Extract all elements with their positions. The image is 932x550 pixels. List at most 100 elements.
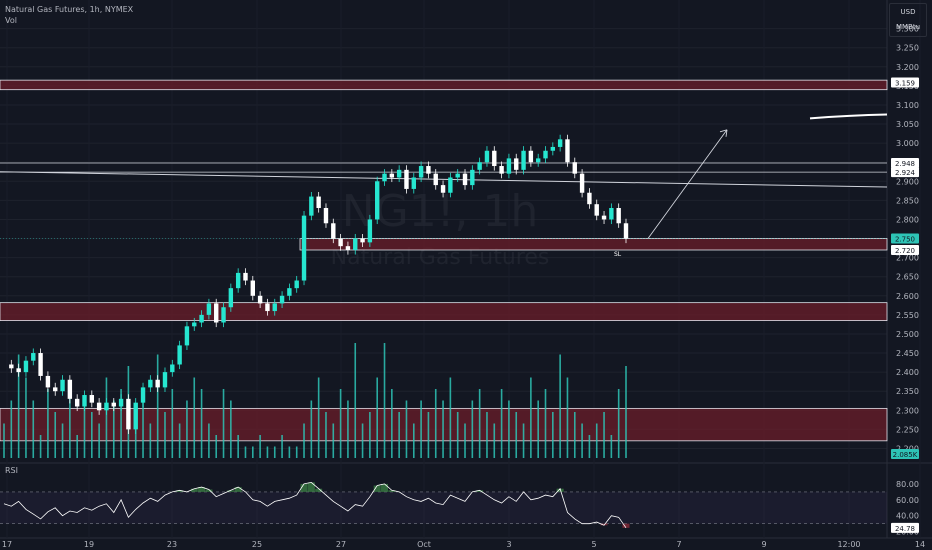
candle-body	[111, 402, 116, 407]
candle-body	[601, 215, 607, 220]
stop-loss-label: SL	[614, 251, 622, 258]
candle-body	[506, 158, 512, 174]
candle-body	[499, 166, 504, 174]
arrow-head	[719, 129, 728, 137]
candle-body	[448, 177, 453, 193]
volume-bar	[354, 343, 357, 458]
candle-body	[126, 398, 131, 430]
time-tick-label: 19	[84, 540, 94, 549]
volume-bar	[552, 412, 554, 458]
price-tick-label: 2.200	[896, 444, 919, 453]
currency-label: USD	[900, 8, 916, 16]
price-badge	[891, 233, 919, 244]
volume-bar	[376, 377, 378, 458]
candle-body	[594, 204, 599, 216]
volume-bar	[610, 435, 613, 458]
rsi-oversold-fill	[622, 523, 630, 528]
price-tick-label: 2.600	[896, 292, 919, 301]
volume-bar	[200, 389, 203, 458]
price-tick-label: 3.300	[896, 25, 919, 34]
candle-body	[396, 169, 402, 178]
currency-unit-selector[interactable]: USD MMBtu	[889, 3, 927, 37]
rsi-panel	[0, 481, 887, 529]
rsi-band	[0, 491, 887, 524]
candle-body	[31, 353, 36, 361]
volume-bar	[508, 400, 510, 458]
volume-bar	[178, 423, 181, 458]
candle-body	[367, 219, 373, 243]
volume-bar	[3, 423, 5, 458]
candle-body	[89, 395, 95, 403]
candle-body	[199, 314, 204, 323]
price-zone	[0, 302, 888, 321]
volume-bar	[325, 412, 327, 458]
rsi-overbought-fill	[234, 487, 242, 492]
candle-body	[53, 387, 58, 392]
price-badge	[891, 77, 919, 88]
rsi-tick-label: 80.00	[896, 480, 919, 489]
volume-bar	[54, 412, 57, 458]
rsi-indicator-label[interactable]: RSI	[5, 466, 18, 475]
watermark-ticker: NG1!, 1h	[342, 186, 539, 237]
volume-bar	[420, 400, 422, 458]
volume-bar	[478, 389, 481, 458]
volume-bar	[39, 435, 42, 458]
volume-bar	[317, 377, 320, 458]
volume-bar	[361, 423, 364, 458]
candle-body	[38, 353, 43, 376]
price-zone	[0, 79, 888, 91]
rsi-overbought-fill	[205, 489, 213, 492]
time-tick-label: 25	[252, 540, 262, 549]
candle-body	[104, 402, 109, 411]
price-badge-label: 3.159	[895, 79, 915, 87]
candle-body	[250, 280, 255, 296]
volume-bar	[156, 354, 159, 458]
candle-body	[287, 288, 292, 296]
volume-bar	[515, 412, 518, 458]
volume-bar	[449, 377, 452, 458]
time-tick-label: 3	[506, 540, 511, 549]
candle-body	[279, 295, 285, 304]
volume-bar	[537, 400, 539, 458]
candle-body	[140, 387, 146, 403]
trend-line	[0, 171, 888, 188]
volume-indicator-label[interactable]: Vol	[5, 16, 17, 25]
candle-body	[82, 395, 87, 407]
time-tick-label: Oct	[417, 540, 431, 549]
candle-body	[411, 177, 416, 189]
candle-body	[96, 402, 102, 411]
volume-bar	[47, 389, 49, 458]
candle-body	[16, 368, 21, 373]
candle-body	[426, 166, 431, 174]
rsi-line	[3, 481, 627, 529]
price-badge	[891, 167, 919, 178]
candle-body	[514, 158, 519, 170]
candle-body	[565, 139, 570, 163]
volume-bar	[25, 377, 27, 458]
volume-bar	[625, 366, 627, 458]
volume-bar	[142, 400, 144, 458]
candle-body	[162, 372, 168, 388]
volume-bar	[295, 446, 298, 458]
price-badge-label: 2.948	[895, 160, 915, 168]
volume-bar	[76, 435, 78, 458]
candle-body	[9, 364, 14, 369]
price-candles	[9, 134, 629, 434]
symbol-title[interactable]: Natural Gas Futures, 1h, NYMEX	[5, 5, 134, 14]
price-badge	[891, 244, 919, 255]
candle-body	[74, 398, 80, 407]
volume-bar	[427, 412, 430, 458]
volume-bar	[164, 412, 166, 458]
candle-body	[345, 246, 351, 250]
candle-body	[440, 185, 446, 193]
candle-body	[221, 307, 226, 323]
volume-bar	[149, 423, 152, 458]
candle-body	[155, 379, 160, 388]
price-badge-label: 2.924	[895, 169, 916, 177]
volume-bar	[398, 412, 400, 458]
price-tick-label: 2.900	[896, 177, 919, 186]
volume-bar	[369, 412, 371, 458]
volume-bar	[244, 446, 247, 458]
